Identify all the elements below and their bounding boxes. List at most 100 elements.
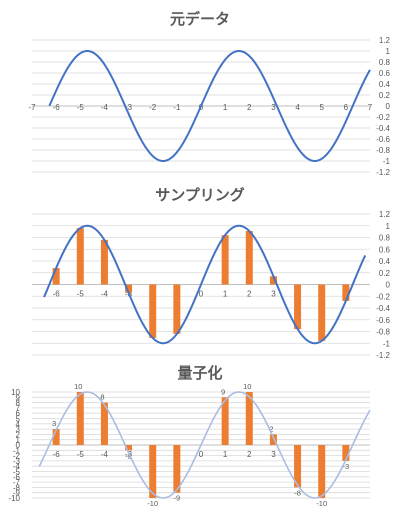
chart-2-y-tick-label: -0.8 xyxy=(376,328,390,337)
chart-2-y-tick-label: 0.2 xyxy=(379,269,391,278)
chart-1-x-tick-label: 7 xyxy=(368,103,373,112)
chart-3-y-tick-label: -5 xyxy=(13,468,21,477)
chart-3-y-tick-label: 8 xyxy=(16,399,21,408)
chart-3-y-tick-label: -3 xyxy=(13,457,21,466)
chart-1-y-tick-label: -0.6 xyxy=(376,135,390,144)
chart-1-title: 元データ xyxy=(169,10,230,28)
chart-3-x-tick-label: 3 xyxy=(271,450,276,459)
chart-3-data-label: 8 xyxy=(100,393,104,402)
chart-1-y-tick-label: -0.8 xyxy=(376,146,390,155)
chart-3-y-tick-label: 9 xyxy=(16,393,21,402)
chart-3-bar xyxy=(173,445,181,493)
chart-1-y-tick-label: 0.8 xyxy=(379,58,391,67)
chart-2-y-tick-label: 0.4 xyxy=(379,257,391,266)
chart-1-x-tick-label: 3 xyxy=(271,103,276,112)
chart-2-bar xyxy=(100,239,108,285)
chart-1-y-tick-label: -0.2 xyxy=(376,113,390,122)
chart-1-x-tick-label: -5 xyxy=(77,103,85,112)
chart-2-bar xyxy=(342,284,350,301)
chart-3-data-label: -10 xyxy=(316,499,327,508)
chart-2-y-tick-label: -0.6 xyxy=(376,316,390,325)
chart-3-data-label: 9 xyxy=(221,387,225,396)
chart-1-x-tick-label: -2 xyxy=(149,103,157,112)
chart-3-data-label: -10 xyxy=(147,499,158,508)
chart-2-sine-line xyxy=(43,224,367,345)
chart-3-y-tick-label: 2 xyxy=(16,430,21,439)
chart-3-data-label: -9 xyxy=(174,494,181,503)
chart-1-sine-line xyxy=(48,50,371,163)
chart-3-bar xyxy=(52,429,60,445)
chart-3-bar xyxy=(269,434,277,445)
chart-2-y-tick-label: -1.2 xyxy=(376,351,390,360)
chart-2-x-tick-label: -5 xyxy=(77,290,85,299)
chart-3-sine-line xyxy=(38,391,371,499)
chart-3-y-tick-label: -1 xyxy=(13,446,21,455)
chart-3-y-tick-label: -9 xyxy=(13,489,21,498)
chart-3-x-tick-label: 2 xyxy=(247,450,252,459)
chart-3-y-tick-label: 7 xyxy=(16,404,21,413)
chart-3-y-tick-label: 6 xyxy=(16,409,21,418)
chart-2-y-tick-label: -0.4 xyxy=(376,304,390,313)
chart-1-x-tick-label: 4 xyxy=(295,103,300,112)
chart-2-bar xyxy=(294,284,302,330)
chart-1-y-tick-label: 0.2 xyxy=(379,91,391,100)
chart-2-x-tick-label: -4 xyxy=(101,290,109,299)
chart-3-y-tick-label: 5 xyxy=(16,415,21,424)
chart-1-y-tick-label: 0.4 xyxy=(379,80,391,89)
chart-1-y-tick-label: 0 xyxy=(386,102,391,111)
chart-2-bar xyxy=(76,228,84,285)
chart-1-x-tick-label: -6 xyxy=(53,103,61,112)
chart-2-y-tick-label: -0.2 xyxy=(376,292,390,301)
chart-1-x-tick-label: -1 xyxy=(173,103,181,112)
chart-3-bar xyxy=(245,392,253,445)
chart-3-x-tick-label: -5 xyxy=(77,450,85,459)
chart-3-data-label: -2 xyxy=(125,451,132,460)
chart-3-data-label: -8 xyxy=(294,488,301,497)
chart-3-bar xyxy=(221,397,229,445)
chart-2-x-tick-label: 0 xyxy=(199,290,204,299)
chart-1-y-tick-label: -0.4 xyxy=(376,124,390,133)
chart-1-x-tick-label: 2 xyxy=(247,103,252,112)
chart-3-bar xyxy=(100,402,108,445)
chart-1-x-tick-label: -3 xyxy=(125,103,133,112)
chart-3-bar xyxy=(125,445,133,451)
chart-1-x-tick-label: -7 xyxy=(28,103,36,112)
chart-2-y-tick-label: -1 xyxy=(383,339,391,348)
chart-3-bar xyxy=(76,392,84,445)
chart-1-x-tick-label: 6 xyxy=(344,103,349,112)
chart-2-bar xyxy=(221,235,229,285)
chart-3-bar xyxy=(318,445,326,498)
chart-3-data-label: 2 xyxy=(269,424,273,433)
chart-3-y-tick-label: 4 xyxy=(16,420,21,429)
chart-2-bar xyxy=(149,284,157,338)
chart-2-x-tick-label: -6 xyxy=(53,290,61,299)
chart-3-x-tick-label: 1 xyxy=(223,450,228,459)
chart-1-x-tick-label: 1 xyxy=(223,103,228,112)
chart-2-bar xyxy=(52,268,60,285)
chart-1-x-tick-label: -4 xyxy=(101,103,109,112)
chart-1-x-tick-label: 5 xyxy=(319,103,324,112)
chart-2-bar xyxy=(125,284,133,293)
chart-2-y-tick-label: 0 xyxy=(386,281,391,290)
chart-2-bar xyxy=(245,231,253,285)
chart-3-y-tick-label: 3 xyxy=(16,425,21,434)
chart-2-x-tick-label: 3 xyxy=(271,290,276,299)
chart-3-bar xyxy=(149,445,157,498)
chart-3-data-label: 10 xyxy=(74,382,82,391)
chart-3-y-tick-label: 0 xyxy=(16,441,21,450)
chart-3-y-tick-label: -8 xyxy=(13,483,21,492)
chart-3-y-tick-label: -6 xyxy=(13,473,21,482)
chart-3-bar xyxy=(294,445,302,488)
chart-1-y-tick-label: 1 xyxy=(386,47,391,56)
chart-1-y-tick-label: 1.2 xyxy=(379,36,391,45)
chart-2-y-tick-label: 1.2 xyxy=(379,210,391,219)
chart-1-y-tick-label: -1 xyxy=(383,157,391,166)
chart-3-y-tick-label: -4 xyxy=(13,462,21,471)
chart-1-y-tick-label: 0.6 xyxy=(379,69,391,78)
chart-2-bar xyxy=(173,284,181,334)
chart-3-x-tick-label: 0 xyxy=(199,450,204,459)
chart-3-data-label: -3 xyxy=(343,462,350,471)
chart-2-y-tick-label: 0.6 xyxy=(379,245,391,254)
